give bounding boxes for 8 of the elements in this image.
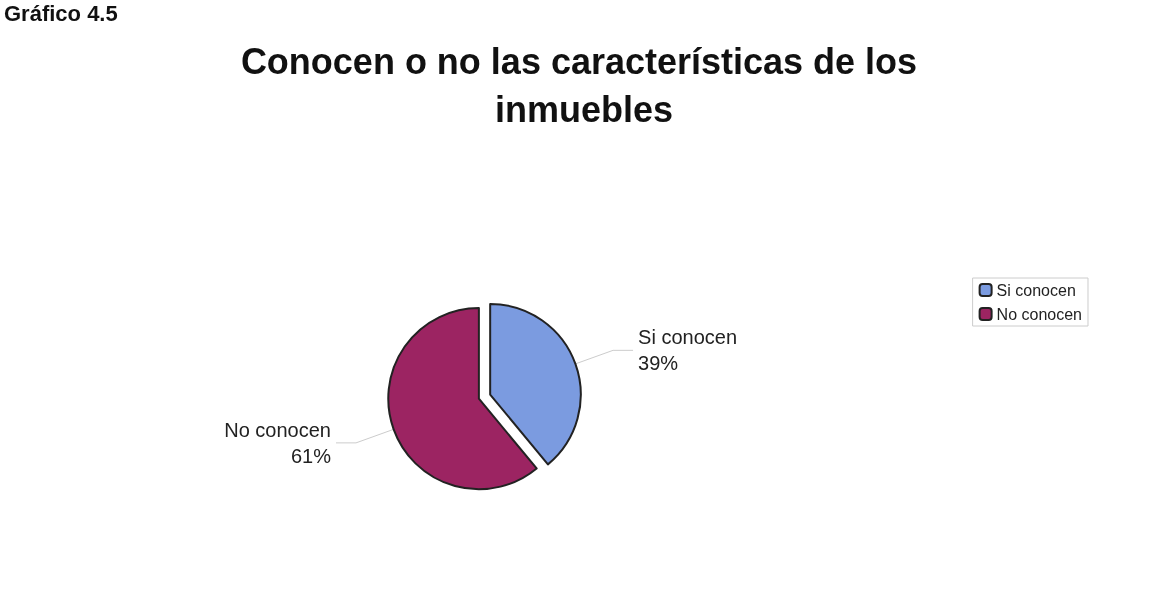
data-label: 39% bbox=[638, 352, 679, 375]
data-label: 61% bbox=[290, 444, 332, 467]
slice-label: No conocen bbox=[224, 418, 331, 441]
legend-label: No conocen bbox=[996, 305, 1082, 323]
chart-title: Conocen o no las características de los inmuebles bbox=[240, 40, 928, 130]
legend-label: Si conocen bbox=[996, 281, 1076, 299]
slice-label: Si conocen bbox=[638, 326, 738, 349]
text: Gráfico 4.5 bbox=[4, 0, 118, 26]
